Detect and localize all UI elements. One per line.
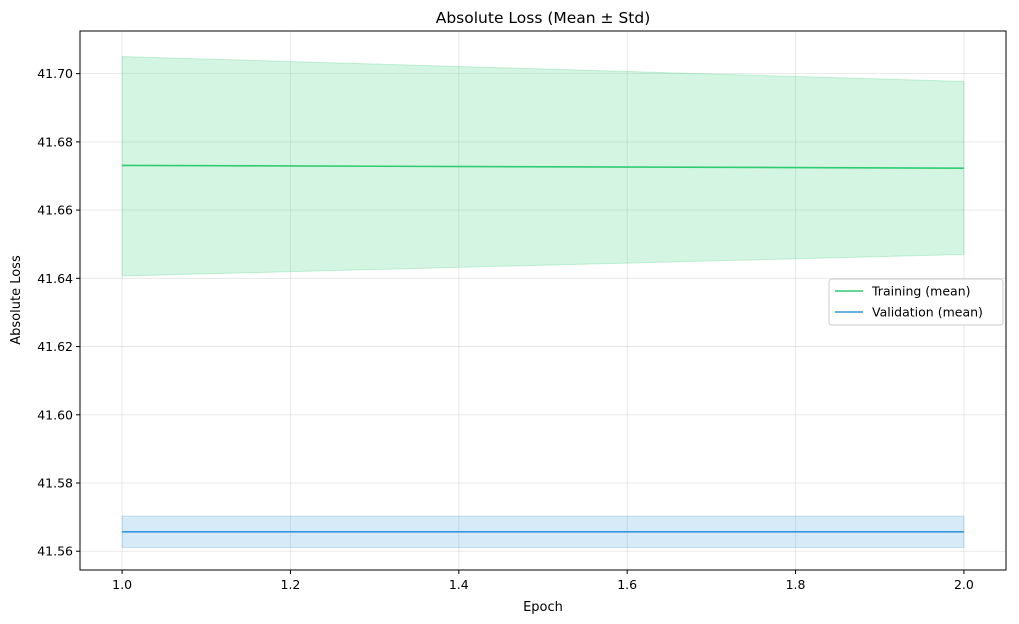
x-axis: 1.0 1.2 1.4 1.6 1.8 2.0 [112, 570, 974, 592]
y-tick-label: 41.60 [37, 407, 73, 422]
legend: Training (mean) Validation (mean) [828, 278, 1004, 326]
y-tick-label: 41.70 [37, 66, 73, 81]
legend-label: Validation (mean) [872, 305, 983, 320]
x-tick-label: 1.2 [281, 577, 301, 592]
y-tick-label: 41.56 [37, 544, 73, 559]
y-tick-label: 41.62 [37, 339, 73, 354]
training-mean-line [122, 164, 964, 169]
y-axis-label: Absolute Loss [9, 255, 24, 345]
y-axis: 41.56 41.58 41.60 41.62 41.64 41.66 41.68 41.70 [37, 66, 80, 559]
y-tick-label: 41.66 [37, 203, 73, 218]
y-tick-label: 41.64 [37, 271, 73, 286]
x-tick-label: 1.6 [617, 577, 637, 592]
x-tick-label: 2.0 [954, 577, 974, 592]
mean-lines [122, 164, 964, 533]
x-tick-label: 1.4 [449, 577, 469, 592]
plot-area-frame [79, 30, 1007, 571]
y-tick-label: 41.68 [37, 134, 73, 149]
x-tick-label: 1.8 [786, 577, 806, 592]
x-axis-label: Epoch [523, 600, 563, 615]
chart-title: Absolute Loss (Mean ± Std) [436, 9, 651, 27]
y-tick-label: 41.58 [37, 476, 73, 491]
legend-label: Training (mean) [871, 284, 971, 299]
legend-box [828, 278, 1004, 326]
x-tick-label: 1.0 [112, 577, 132, 592]
